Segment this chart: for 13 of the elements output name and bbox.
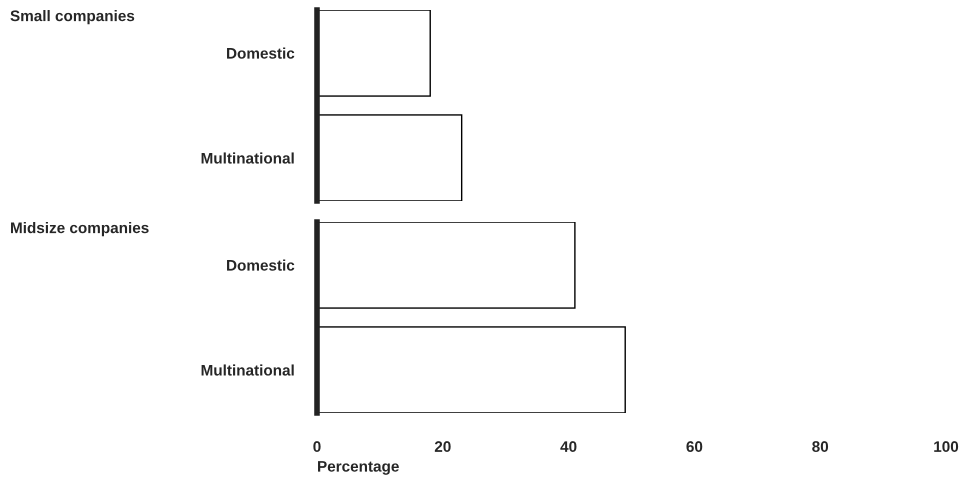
x-tick-label: 40 [560, 441, 576, 452]
y-tick-label: Multinational [202, 364, 294, 376]
x-tick-label: 60 [686, 441, 702, 452]
x-axis-title: Percentage [318, 461, 399, 475]
x-tick-label: 20 [434, 441, 451, 452]
x-tick-label: 80 [812, 441, 828, 452]
text: Midsize companies [11, 222, 149, 236]
y-tick-label: Domestic [227, 47, 294, 59]
x-tick-label: 0 [313, 441, 321, 452]
y-tick-label: Multinational [202, 152, 294, 164]
x-tick-label: 100 [934, 441, 958, 452]
text: Small companies [10, 10, 134, 24]
y-tick-label: Domestic [227, 259, 294, 271]
